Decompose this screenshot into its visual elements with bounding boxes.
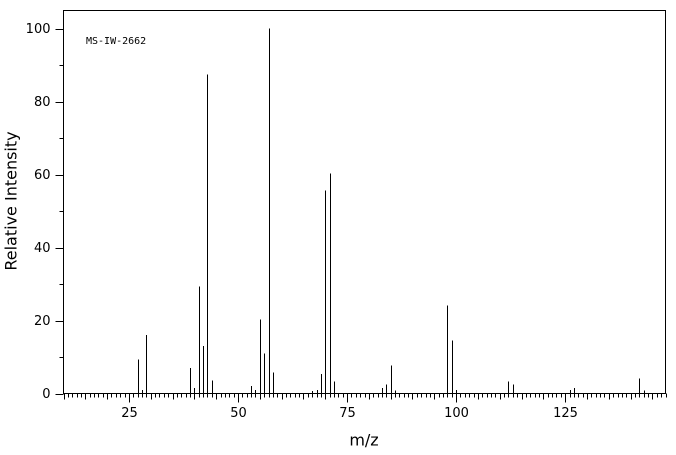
y-axis-label: Relative Intensity [2, 131, 21, 270]
y-tick-label: 80 [34, 95, 51, 110]
y-tick-label: 0 [42, 387, 50, 402]
x-axis-label: m/z [349, 431, 378, 450]
x-tick-label: 75 [339, 406, 356, 421]
x-tick-label: 50 [230, 406, 247, 421]
y-tick-label: 40 [34, 241, 51, 256]
x-tick-label: 25 [121, 406, 138, 421]
plot-frame [63, 10, 666, 394]
y-tick-label: 20 [34, 314, 51, 329]
y-tick-label: 100 [26, 22, 51, 37]
annotation: MS-IW-2662 [86, 36, 146, 47]
x-tick-label: 100 [444, 406, 469, 421]
y-tick-label: 60 [34, 168, 51, 183]
x-tick-label: 125 [553, 406, 578, 421]
